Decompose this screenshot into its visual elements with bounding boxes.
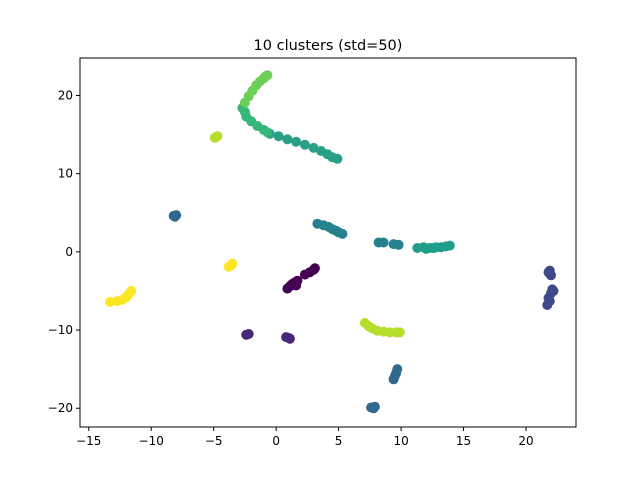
scatter-point bbox=[394, 327, 405, 338]
x-tick-label: 20 bbox=[518, 434, 533, 448]
chart-title: 10 clusters (std=50) bbox=[254, 38, 403, 54]
scatter-point bbox=[291, 280, 302, 291]
scatter-point bbox=[170, 211, 180, 222]
x-tick-label: 10 bbox=[393, 434, 408, 448]
scatter-point bbox=[212, 131, 223, 142]
points-layer bbox=[105, 70, 559, 414]
scatter-point bbox=[282, 134, 293, 145]
x-tick-label: −5 bbox=[205, 434, 223, 448]
y-tick-label: −20 bbox=[48, 401, 73, 415]
y-axis: −20 −10 0 10 20 bbox=[48, 89, 80, 415]
scatter-point bbox=[378, 237, 389, 248]
y-tick-label: 10 bbox=[58, 167, 73, 181]
scatter-point bbox=[308, 142, 319, 153]
scatter-point bbox=[544, 265, 555, 276]
scatter-point bbox=[284, 333, 295, 344]
scatter-point bbox=[421, 243, 432, 254]
scatter-point bbox=[332, 153, 343, 164]
scatter-point bbox=[243, 329, 254, 339]
scatter-point bbox=[309, 263, 320, 274]
x-tick-label: −10 bbox=[139, 434, 164, 448]
scatter-point bbox=[369, 401, 380, 412]
scatter-point bbox=[262, 70, 273, 81]
scatter-point bbox=[428, 243, 439, 253]
x-axis: −15 −10 −5 0 5 10 15 20 bbox=[76, 427, 534, 448]
scatter-point bbox=[393, 239, 404, 250]
scatter-point bbox=[262, 127, 273, 138]
x-tick-label: −15 bbox=[76, 434, 101, 448]
scatter-point bbox=[273, 131, 284, 142]
x-tick-label: 5 bbox=[335, 434, 343, 448]
scatter-point bbox=[392, 364, 403, 375]
scatter-point bbox=[227, 258, 238, 269]
x-tick-label: 0 bbox=[272, 434, 280, 448]
scatter-point bbox=[299, 139, 310, 150]
scatter-point bbox=[542, 300, 553, 310]
y-tick-label: 0 bbox=[65, 245, 73, 259]
scatter-point bbox=[126, 286, 137, 296]
y-tick-label: 20 bbox=[58, 89, 73, 103]
scatter-point bbox=[291, 136, 302, 147]
x-tick-label: 15 bbox=[456, 434, 471, 448]
scatter-point bbox=[337, 228, 348, 239]
y-tick-label: −10 bbox=[48, 323, 73, 337]
scatter-point bbox=[548, 286, 559, 296]
scatter-point bbox=[105, 296, 115, 307]
plot-frame bbox=[79, 57, 577, 428]
scatter-point bbox=[444, 240, 455, 251]
